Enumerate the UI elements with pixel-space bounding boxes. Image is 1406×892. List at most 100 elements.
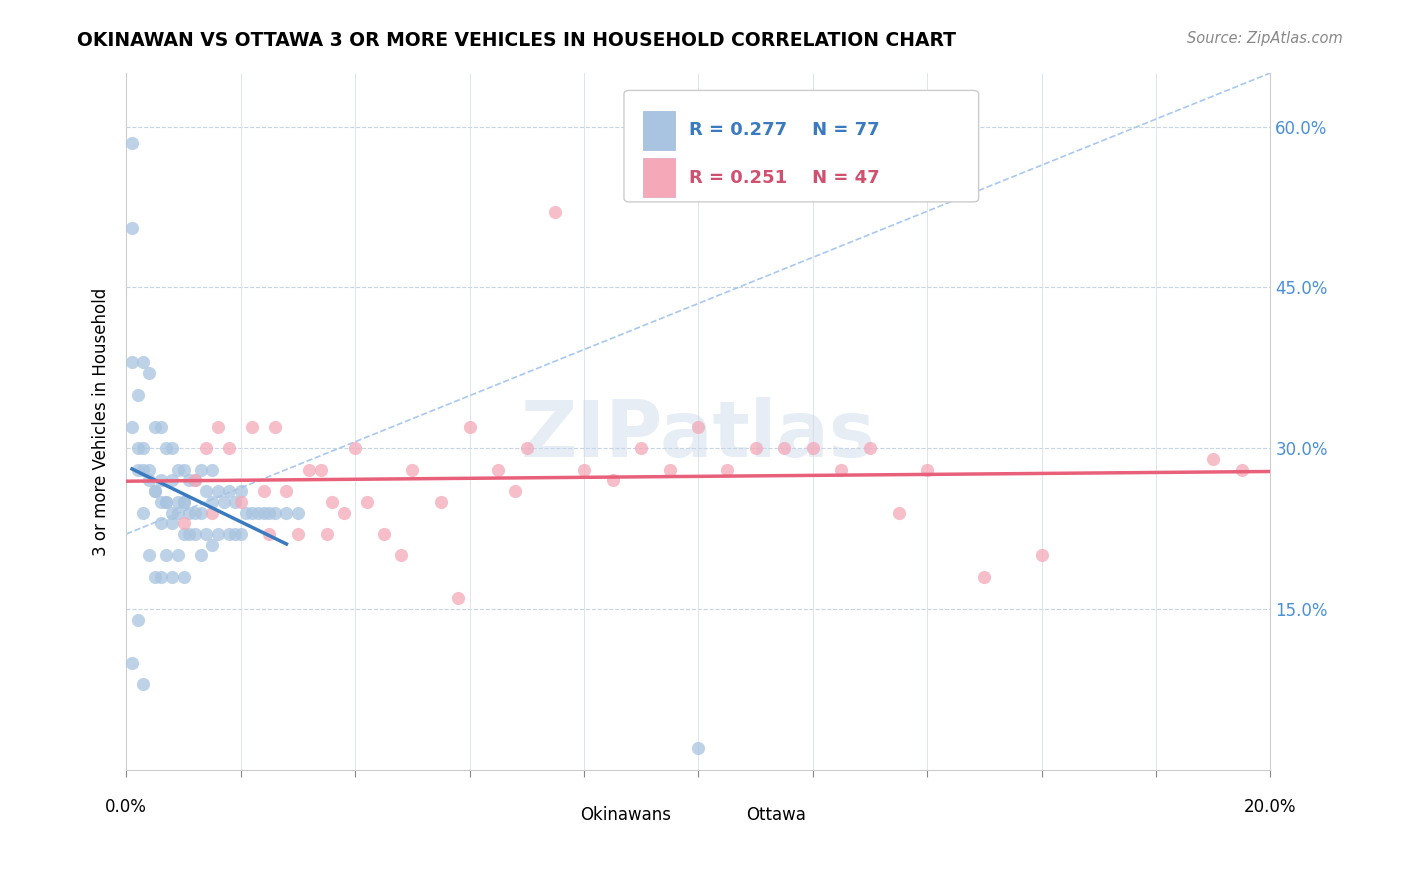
Point: [503, 484, 526, 499]
Point: [458, 419, 481, 434]
Point: [224, 527, 246, 541]
Point: [127, 613, 149, 627]
Text: ZIPatlas: ZIPatlas: [520, 397, 876, 474]
Point: [166, 549, 188, 563]
Point: [184, 474, 207, 488]
Point: [212, 495, 235, 509]
Point: [658, 463, 681, 477]
Point: [173, 463, 195, 477]
Point: [218, 441, 240, 455]
Point: [184, 527, 207, 541]
FancyBboxPatch shape: [644, 112, 675, 150]
Point: [195, 527, 218, 541]
Point: [298, 463, 321, 477]
Text: 20.0%: 20.0%: [1244, 797, 1296, 815]
Point: [132, 355, 155, 369]
Point: [240, 506, 263, 520]
Point: [143, 484, 166, 499]
Point: [127, 387, 149, 401]
Point: [207, 419, 229, 434]
Point: [121, 136, 143, 150]
Point: [356, 495, 378, 509]
Point: [744, 441, 766, 455]
Point: [201, 506, 224, 520]
Point: [259, 527, 281, 541]
Point: [173, 516, 195, 531]
Point: [309, 463, 332, 477]
Point: [207, 484, 229, 499]
Point: [973, 570, 995, 584]
FancyBboxPatch shape: [644, 159, 675, 196]
Point: [138, 463, 160, 477]
Point: [201, 538, 224, 552]
Point: [121, 419, 143, 434]
Point: [149, 474, 172, 488]
Point: [264, 419, 287, 434]
Point: [132, 677, 155, 691]
Point: [201, 495, 224, 509]
Point: [252, 506, 274, 520]
Text: OKINAWAN VS OTTAWA 3 OR MORE VEHICLES IN HOUSEHOLD CORRELATION CHART: OKINAWAN VS OTTAWA 3 OR MORE VEHICLES IN…: [77, 31, 956, 50]
Point: [160, 506, 183, 520]
Point: [166, 463, 188, 477]
Point: [179, 474, 201, 488]
Point: [716, 463, 738, 477]
Text: R = 0.251    N = 47: R = 0.251 N = 47: [689, 169, 880, 186]
Point: [143, 484, 166, 499]
Point: [516, 441, 538, 455]
Point: [235, 506, 257, 520]
Point: [229, 484, 252, 499]
Point: [229, 495, 252, 509]
Point: [344, 441, 367, 455]
Point: [447, 591, 470, 606]
Point: [138, 366, 160, 380]
Point: [143, 570, 166, 584]
Point: [132, 506, 155, 520]
Point: [149, 495, 172, 509]
Point: [184, 474, 207, 488]
Point: [544, 205, 567, 219]
Point: [160, 441, 183, 455]
Point: [224, 495, 246, 509]
Point: [218, 527, 240, 541]
Point: [572, 463, 595, 477]
Text: Okinawans: Okinawans: [581, 806, 672, 824]
Point: [132, 463, 155, 477]
Point: [155, 495, 177, 509]
FancyBboxPatch shape: [550, 806, 575, 826]
Y-axis label: 3 or more Vehicles in Household: 3 or more Vehicles in Household: [93, 287, 110, 556]
Point: [321, 495, 343, 509]
Point: [207, 527, 229, 541]
Point: [143, 419, 166, 434]
Point: [173, 495, 195, 509]
Point: [127, 441, 149, 455]
Point: [602, 474, 624, 488]
Point: [173, 570, 195, 584]
Point: [276, 506, 298, 520]
Point: [259, 506, 281, 520]
Point: [430, 495, 453, 509]
Text: R = 0.277    N = 77: R = 0.277 N = 77: [689, 121, 880, 139]
Point: [127, 463, 149, 477]
Point: [179, 506, 201, 520]
Point: [173, 527, 195, 541]
Point: [184, 506, 207, 520]
Text: 0.0%: 0.0%: [105, 797, 148, 815]
Point: [401, 463, 423, 477]
Point: [373, 527, 395, 541]
Point: [149, 570, 172, 584]
Point: [201, 463, 224, 477]
Point: [155, 495, 177, 509]
Point: [149, 516, 172, 531]
Point: [166, 495, 188, 509]
Point: [486, 463, 509, 477]
Point: [332, 506, 354, 520]
Point: [801, 441, 824, 455]
Point: [190, 506, 212, 520]
Point: [149, 419, 172, 434]
Point: [287, 527, 309, 541]
Point: [630, 441, 652, 455]
Point: [276, 484, 298, 499]
Point: [264, 506, 287, 520]
Point: [287, 506, 309, 520]
